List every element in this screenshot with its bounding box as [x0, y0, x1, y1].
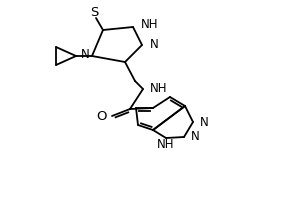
Text: N: N — [191, 130, 200, 144]
Text: N: N — [150, 38, 159, 51]
Text: O: O — [97, 110, 107, 122]
Text: N: N — [81, 47, 90, 60]
Text: NH: NH — [157, 138, 175, 150]
Text: NH: NH — [141, 19, 158, 31]
Text: NH: NH — [150, 82, 167, 96]
Text: S: S — [90, 6, 98, 20]
Text: N: N — [200, 116, 209, 129]
